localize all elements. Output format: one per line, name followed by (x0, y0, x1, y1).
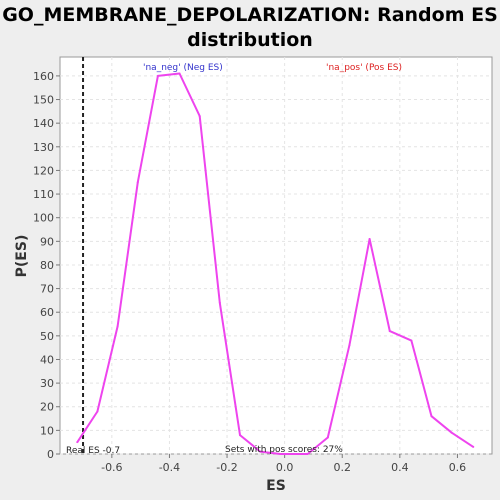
y-tick-label: 40 (40, 353, 54, 366)
pos-scores-annotation: Sets with pos scores: 27% (225, 445, 343, 455)
y-tick-label: 90 (40, 235, 54, 248)
x-axis-ticks: -0.6 -0.4 -0.2 0.0 0.2 0.4 0.6 (101, 454, 466, 474)
y-tick-label: 30 (40, 377, 54, 390)
x-tick-label: 0.2 (333, 461, 351, 474)
y-tick-label: 50 (40, 330, 54, 343)
x-tick-label: -0.6 (101, 461, 122, 474)
legend-item-pos: 'na_pos' (Pos ES) (326, 63, 402, 73)
data-point (117, 325, 119, 327)
y-tick-label: 160 (33, 70, 54, 83)
y-tick-label: 70 (40, 283, 54, 296)
data-point (76, 441, 78, 443)
y-axis-title: P(ES) (14, 235, 30, 278)
data-point (96, 410, 98, 412)
y-tick-label: 130 (33, 141, 54, 154)
x-axis-title: ES (266, 478, 286, 494)
data-point (199, 115, 201, 117)
data-point (431, 415, 433, 417)
plot-area (60, 57, 492, 454)
data-point (157, 75, 159, 77)
y-tick-label: 80 (40, 259, 54, 272)
data-point (472, 446, 474, 448)
data-point (348, 344, 350, 346)
y-tick-label: 10 (40, 424, 54, 437)
data-point (410, 340, 412, 342)
y-tick-label: 110 (33, 188, 54, 201)
data-point (219, 302, 221, 304)
data-point (327, 436, 329, 438)
y-tick-label: 150 (33, 94, 54, 107)
y-tick-label: 0 (47, 448, 54, 461)
real-es-label: Real ES -0.7 (66, 446, 120, 456)
y-tick-label: 60 (40, 306, 54, 319)
legend-item-neg: 'na_neg' (Neg ES) (143, 63, 223, 73)
y-tick-label: 100 (33, 212, 54, 225)
y-tick-label: 20 (40, 401, 54, 414)
y-axis-ticks: 0 10 20 30 40 50 60 70 80 90 100 110 120 130 140 150 160 (33, 70, 60, 461)
data-point (369, 238, 371, 240)
x-tick-label: 0.4 (391, 461, 409, 474)
x-tick-label: 0.6 (449, 461, 467, 474)
y-tick-label: 120 (33, 164, 54, 177)
data-point (239, 434, 241, 436)
y-tick-label: 140 (33, 117, 54, 130)
x-tick-label: 0.0 (276, 461, 294, 474)
data-point (389, 330, 391, 332)
data-point (451, 432, 453, 434)
x-tick-label: -0.4 (159, 461, 180, 474)
data-point (137, 181, 139, 183)
x-tick-label: -0.2 (216, 461, 237, 474)
